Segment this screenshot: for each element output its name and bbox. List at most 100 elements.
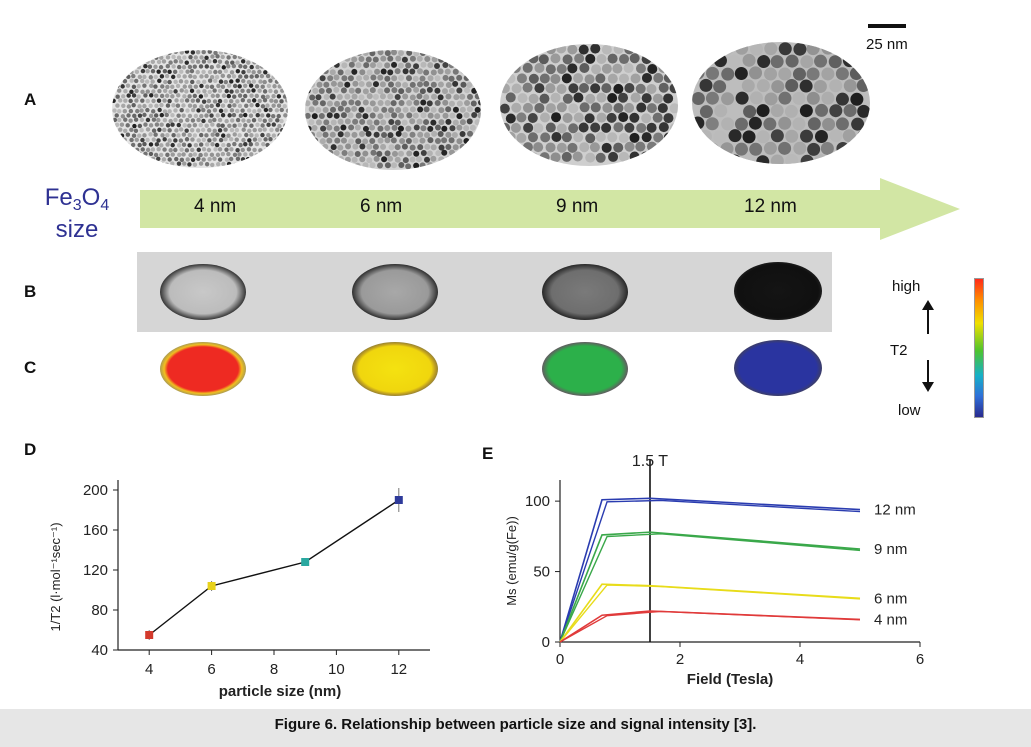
nanoparticle-dot xyxy=(261,54,266,59)
nanoparticle-dot xyxy=(857,154,870,164)
nanoparticle-dot xyxy=(372,81,379,88)
nanoparticle-dot xyxy=(452,144,459,151)
nanoparticle-dot xyxy=(210,54,215,59)
nanoparticle-dot xyxy=(448,62,455,69)
nanoparticle-dot xyxy=(280,128,285,133)
nanoparticle-dot xyxy=(277,133,282,138)
nanoparticle-dot xyxy=(706,142,720,156)
nanoparticle-dot xyxy=(282,65,287,70)
nanoparticle-dot xyxy=(452,80,459,87)
nanoparticle-dot xyxy=(268,59,273,64)
nanoparticle-dot xyxy=(268,117,273,123)
nanoparticle-dot xyxy=(199,104,204,109)
nanoparticle-dot xyxy=(388,119,395,126)
nanoparticle-dot xyxy=(470,74,477,81)
nanoparticle-dot xyxy=(528,53,539,64)
nanoparticle-dot xyxy=(159,74,165,79)
nanoparticle-dot xyxy=(162,69,168,74)
nanoparticle-dot xyxy=(234,137,239,142)
nanoparticle-dot xyxy=(352,80,359,87)
nanoparticle-dot xyxy=(227,123,232,128)
nanoparticle-dot xyxy=(340,112,347,119)
nanoparticle-dot xyxy=(240,147,245,153)
nanoparticle-dot xyxy=(129,69,134,75)
nanoparticle-dot xyxy=(130,142,136,148)
nanoparticle-dot xyxy=(358,131,365,138)
nanoparticle-dot xyxy=(573,73,584,84)
nanoparticle-dot xyxy=(139,117,145,123)
nanoparticle-dot xyxy=(713,54,727,68)
nanoparticle-dot xyxy=(251,88,256,93)
nanoparticle-dot xyxy=(145,117,151,123)
nanoparticle-dot xyxy=(156,69,161,74)
nanoparticle-dot xyxy=(568,123,579,134)
nanoparticle-dot xyxy=(235,156,241,162)
nanoparticle-dot xyxy=(259,73,265,79)
nanoparticle-dot xyxy=(828,55,842,69)
nanoparticle-dot xyxy=(584,113,595,124)
nanoparticle-dot xyxy=(427,50,434,57)
nanoparticle-dot xyxy=(341,75,348,82)
nanoparticle-dot xyxy=(201,99,207,104)
nanoparticle-dot xyxy=(168,118,173,124)
nanoparticle-dot xyxy=(663,132,674,143)
nanoparticle-dot xyxy=(806,91,820,105)
nanoparticle-dot xyxy=(387,93,394,100)
nanoparticle-dot xyxy=(198,152,203,158)
chart-d-y-tick-label: 120 xyxy=(83,562,108,579)
nanoparticle-dot xyxy=(131,55,136,60)
nanoparticle-dot xyxy=(434,87,441,94)
nanoparticle-dot xyxy=(641,93,652,104)
nanoparticle-dot xyxy=(545,64,556,75)
nanoparticle-dot xyxy=(176,73,182,79)
nanoparticle-dot xyxy=(456,74,463,81)
nanoparticle-dot xyxy=(579,82,590,93)
nanoparticle-dot xyxy=(282,152,287,157)
nanoparticle-dot xyxy=(145,98,151,104)
nanoparticle-dot xyxy=(160,133,165,138)
nanoparticle-dot xyxy=(126,74,131,79)
nanoparticle-dot xyxy=(511,44,522,55)
nanoparticle-dot xyxy=(140,89,145,95)
nanoparticle-dot xyxy=(624,44,635,55)
t2-colorbar xyxy=(974,278,984,418)
nanoparticle-dot xyxy=(257,108,262,113)
nanoparticle-dot xyxy=(477,125,481,132)
nanoparticle-dot xyxy=(692,91,705,105)
nanoparticle-dot xyxy=(474,93,481,100)
nanoparticle-dot xyxy=(170,113,175,118)
arrow-label-4nm: 4 nm xyxy=(194,196,237,217)
nanoparticle-dot xyxy=(344,156,351,163)
nanoparticle-dot xyxy=(334,100,341,107)
nanoparticle-dot xyxy=(734,66,748,80)
nanoparticle-dot xyxy=(276,54,282,59)
chart-e-series-line xyxy=(559,531,861,643)
nanoparticle-dot xyxy=(126,104,132,109)
nanoparticle-dot xyxy=(473,56,480,63)
nanoparticle-dot xyxy=(168,60,173,65)
nanoparticle-dot xyxy=(372,93,379,100)
nanoparticle-dot xyxy=(326,62,333,69)
nanoparticle-dot xyxy=(120,142,126,147)
nanoparticle-dot xyxy=(150,156,156,162)
nanoparticle-dot xyxy=(355,112,362,119)
nanoparticle-dot xyxy=(282,55,287,60)
nanoparticle-dot xyxy=(117,79,122,85)
nanoparticle-dot xyxy=(806,67,820,81)
nanoparticle-dot xyxy=(134,50,139,55)
nanoparticle-dot xyxy=(207,69,213,75)
chart-e-y-label: Ms (emu/g(Fe)) xyxy=(504,516,519,606)
nanoparticle-dot xyxy=(204,64,209,69)
nanoparticle-dot xyxy=(271,75,276,80)
nanoparticle-dot xyxy=(315,119,322,126)
nanoparticle-dot xyxy=(359,156,366,163)
nanoparticle-dot xyxy=(358,81,365,88)
nanoparticle-dot xyxy=(143,93,148,98)
nanoparticle-dot xyxy=(435,163,442,170)
nanoparticle-dot xyxy=(437,131,444,138)
nanoparticle-dot xyxy=(669,141,678,152)
nanoparticle-dot xyxy=(277,123,282,129)
nanoparticle-dot xyxy=(362,162,369,169)
nanoparticle-dot xyxy=(148,142,154,147)
nanoparticle-dot xyxy=(165,132,170,138)
